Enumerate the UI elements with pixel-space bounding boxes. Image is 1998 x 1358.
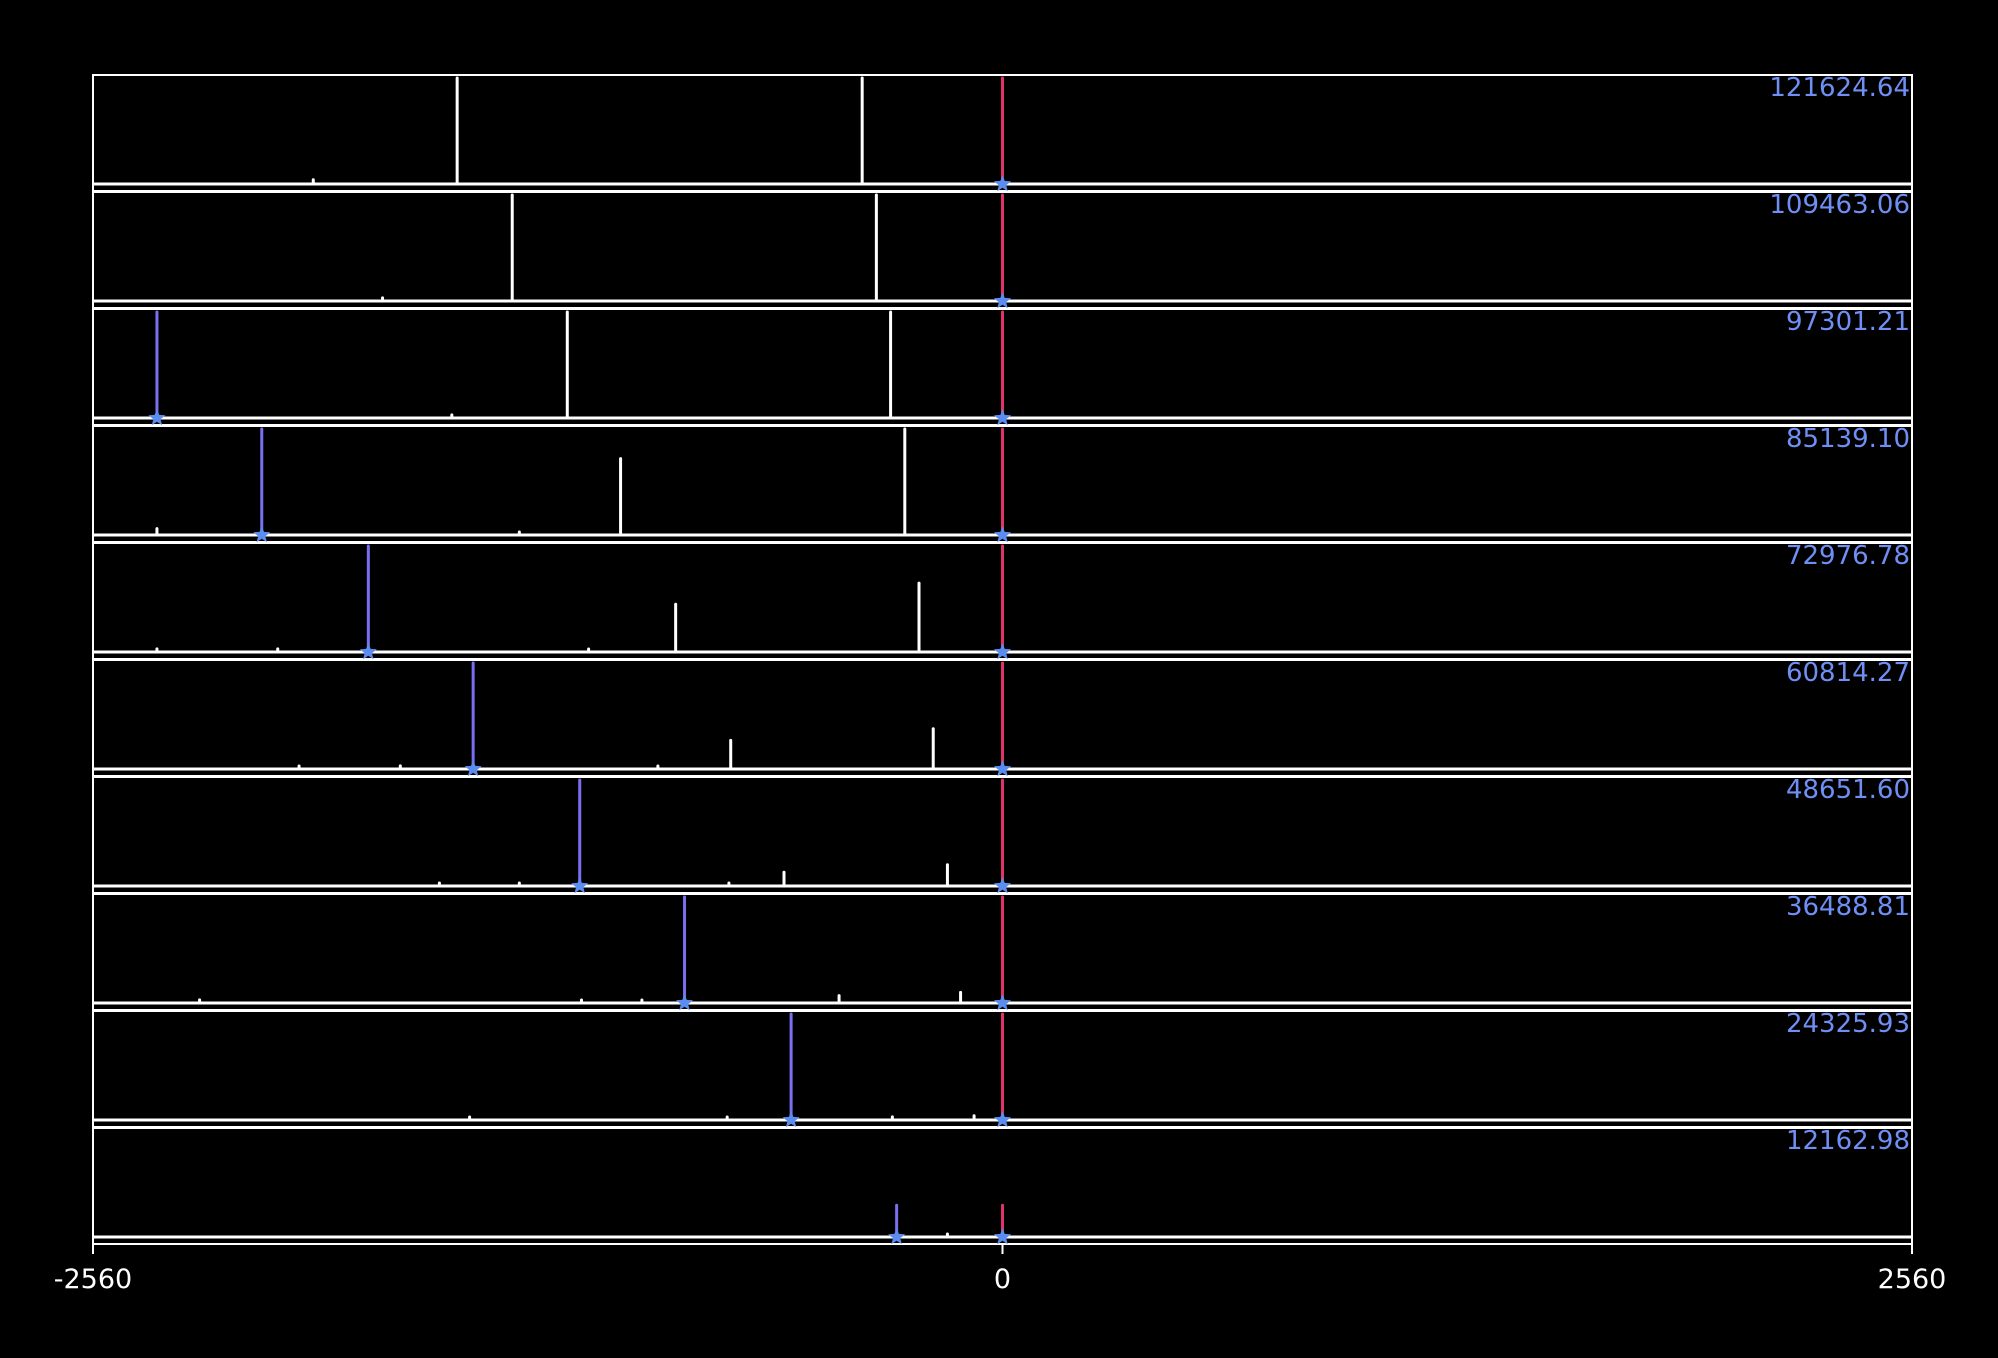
panel-label: 85139.10 <box>1786 424 1910 454</box>
panel-label: 48651.60 <box>1786 775 1910 805</box>
x-tick-label: 0 <box>994 1264 1011 1295</box>
spectrum-panel: 109463.06 <box>92 190 1913 309</box>
reference-star-marker <box>993 409 1012 426</box>
panel-label: 72976.78 <box>1786 541 1910 571</box>
panel-label: 97301.21 <box>1786 307 1910 337</box>
reference-star-marker <box>993 1228 1012 1245</box>
reference-star-marker <box>993 994 1012 1011</box>
panel-label: 36488.81 <box>1786 892 1910 922</box>
tracked-star-marker <box>571 877 589 894</box>
reference-star-marker <box>993 760 1012 777</box>
tracked-star-marker <box>148 409 166 426</box>
tracked-star-marker <box>464 760 482 777</box>
reference-star-marker <box>993 292 1012 309</box>
panel-label: 24325.93 <box>1786 1009 1910 1039</box>
reference-star-marker <box>993 877 1012 894</box>
spectrum-panel: 85139.10 <box>92 424 1913 543</box>
panel-label: 12162.98 <box>1786 1126 1910 1156</box>
x-tick-label: -2560 <box>54 1264 132 1295</box>
tracked-star-marker <box>782 1111 800 1128</box>
reference-star-marker <box>993 175 1012 192</box>
x-tick-label: 2560 <box>1878 1264 1947 1295</box>
tracked-star-marker <box>253 526 271 543</box>
tracked-star-marker <box>676 994 694 1011</box>
reference-star-marker <box>993 526 1012 543</box>
spectrum-panel: 48651.60 <box>92 775 1913 894</box>
tracked-star-marker <box>359 643 377 660</box>
tracked-star-marker <box>888 1228 906 1245</box>
panel-label: 60814.27 <box>1786 658 1910 688</box>
panels-group: 121624.64 109463.06 97301.21 85139.10 72976.… <box>92 73 1913 1245</box>
reference-star-marker <box>993 643 1012 660</box>
x-axis: -2560 0 2560 <box>54 1244 1947 1295</box>
spectrum-panel: 97301.21 <box>92 307 1913 426</box>
panel-label: 109463.06 <box>1769 190 1910 220</box>
panel-label: 121624.64 <box>1769 73 1910 103</box>
reference-star-marker <box>993 1111 1012 1128</box>
